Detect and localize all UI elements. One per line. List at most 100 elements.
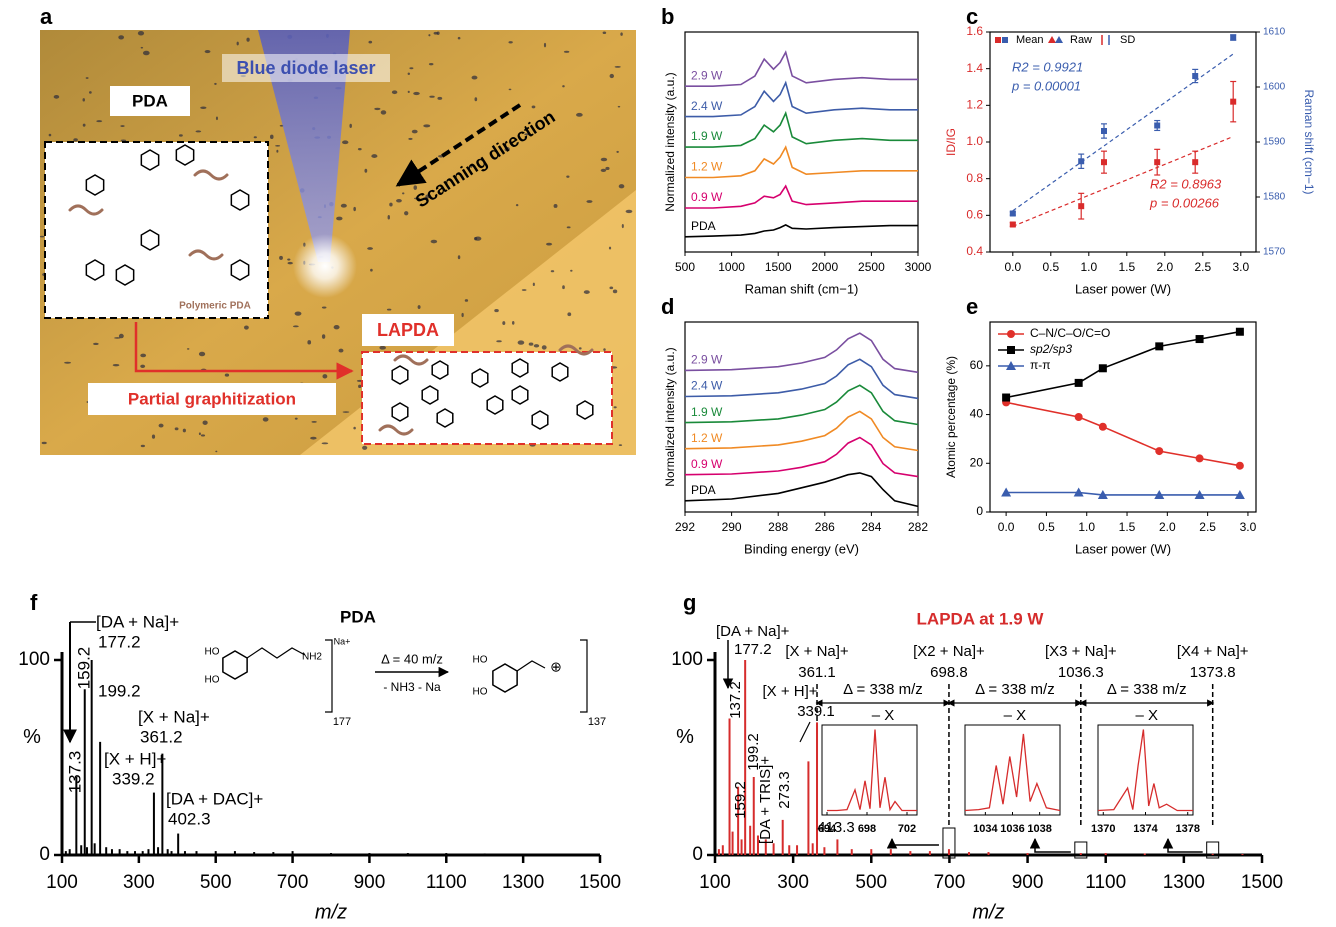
x-tick-label: 1500: [765, 260, 792, 274]
marker: [1155, 342, 1164, 351]
particle: [531, 105, 536, 109]
particle: [333, 324, 340, 330]
particle: [93, 342, 99, 346]
particle: [618, 184, 625, 189]
x-tick-label: 300: [777, 872, 809, 893]
particle: [402, 192, 405, 195]
particle: [182, 428, 186, 433]
particle: [423, 124, 431, 128]
particle: [85, 77, 89, 79]
x-tick-label: 0.5: [1038, 520, 1055, 534]
peak-label: 137.2: [727, 681, 744, 719]
particle: [198, 351, 206, 357]
panel-label: e: [966, 294, 978, 319]
x-axis-label: m/z: [972, 901, 1004, 923]
y-tick-label: 1.0: [966, 134, 983, 148]
particle: [578, 347, 582, 350]
bond: [516, 660, 546, 672]
x-tick-label: 1100: [1085, 872, 1126, 893]
bracket: [325, 639, 333, 713]
x-tick-label: 2500: [858, 260, 885, 274]
x-tick-label: 3000: [905, 260, 932, 274]
polymer-label: Polymeric PDA: [179, 301, 251, 312]
panel-label: a: [40, 4, 53, 29]
particle: [114, 337, 121, 339]
particle: [566, 226, 571, 229]
illustration: Blue diode laser PDA Polymeric PDA Scann…: [39, 4, 636, 455]
particle: [576, 112, 583, 117]
chart-title: PDA: [340, 607, 376, 626]
y2-tick-label: 1600: [1263, 82, 1286, 93]
particle: [504, 147, 510, 152]
zoom-box: [942, 827, 956, 859]
particle: [621, 223, 624, 229]
ring: [421, 385, 439, 405]
particle: [586, 200, 593, 203]
particle: [417, 305, 421, 310]
particle: [41, 441, 47, 445]
marker: [1009, 210, 1016, 217]
particle: [374, 107, 381, 111]
particle: [253, 136, 257, 139]
label-bg: [110, 86, 190, 116]
scheme-label: Δ = 40 m/z: [381, 651, 443, 666]
peak-label: 199.2: [98, 681, 141, 700]
ring: [431, 360, 449, 380]
x-tick-label: 286: [815, 520, 835, 534]
particle: [362, 445, 368, 450]
particle: [612, 289, 618, 294]
y-tick-label: 1.6: [966, 24, 983, 38]
particle: [118, 35, 125, 40]
panel-label: b: [661, 4, 674, 29]
annotation: [X + Na]+: [138, 707, 210, 726]
y2-axis-label: Raman shift (cm−1): [1302, 89, 1316, 194]
particle: [474, 236, 482, 241]
inset-frame: [1097, 724, 1194, 816]
y-axis-label: Normalized intensity (a.u.): [663, 72, 677, 211]
particle: [470, 164, 473, 168]
x-tick-label: 3.0: [1240, 520, 1257, 534]
annotation: Δ = 338 m/z: [1107, 681, 1187, 698]
particle: [608, 246, 612, 250]
particle: [429, 95, 435, 98]
ring: [511, 358, 529, 378]
particle: [618, 444, 623, 447]
peak-label: 137.3: [65, 751, 84, 794]
marker: [1073, 487, 1084, 497]
x-tick-label: 0.0: [1004, 260, 1021, 274]
marker: [1230, 98, 1237, 105]
particle: [562, 285, 565, 290]
x-tick-label: 2.0: [1159, 520, 1176, 534]
series-line: [684, 384, 919, 426]
scheme-label: 177: [333, 716, 351, 728]
lapda-label: LAPDA: [377, 320, 439, 340]
legend-label: Mean: [1016, 34, 1044, 46]
inset-frame: [821, 724, 918, 816]
scheme-label: ⊕: [550, 659, 562, 675]
particle: [140, 364, 146, 368]
peak-label: 339.2: [112, 769, 155, 788]
peak-label: 339.1: [797, 703, 835, 720]
y-tick-label: 20: [970, 455, 984, 469]
particle: [244, 325, 249, 330]
particle: [541, 345, 547, 350]
inset-line: [1097, 729, 1193, 812]
peak-label: 413.3: [817, 819, 855, 836]
particle: [380, 110, 387, 115]
label-bg: [88, 383, 336, 415]
particle: [616, 150, 619, 153]
x-tick-label: 284: [861, 520, 881, 534]
particle: [474, 97, 478, 102]
x-tick-label: 0.0: [998, 520, 1015, 534]
particle: [533, 344, 540, 348]
particle: [215, 116, 218, 121]
x-tick-label: 500: [675, 260, 695, 274]
particle: [566, 175, 570, 178]
particle: [321, 306, 327, 309]
peak-label: 698.8: [930, 664, 968, 681]
marker: [1192, 159, 1199, 166]
particle: [605, 166, 610, 171]
particle: [269, 134, 274, 140]
y-tick-label: 0.6: [966, 208, 983, 222]
